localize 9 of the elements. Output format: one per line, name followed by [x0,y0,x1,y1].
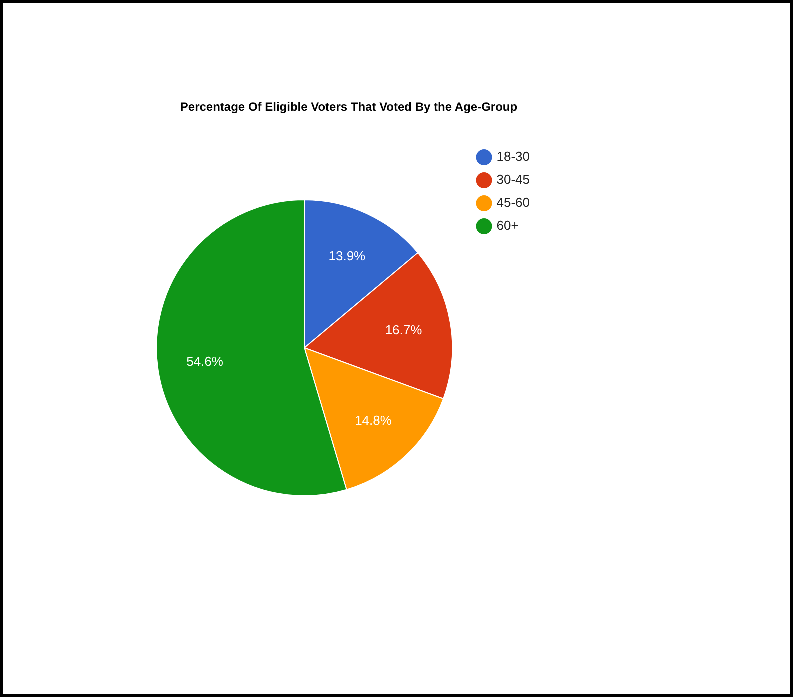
data-label: 13.9% [328,248,366,264]
legend-label: 30-45 [496,172,530,188]
legend-label: 45-60 [496,195,530,210]
chart-title: Percentage Of Eligible Voters That Voted By the Age-Group [179,100,519,114]
data-label: 54.6% [186,354,224,370]
data-label: 14.8% [355,412,392,428]
data-label: 16.7% [385,322,423,338]
legend-label: 18-30 [496,149,530,164]
legend-label: 60+ [496,218,519,234]
